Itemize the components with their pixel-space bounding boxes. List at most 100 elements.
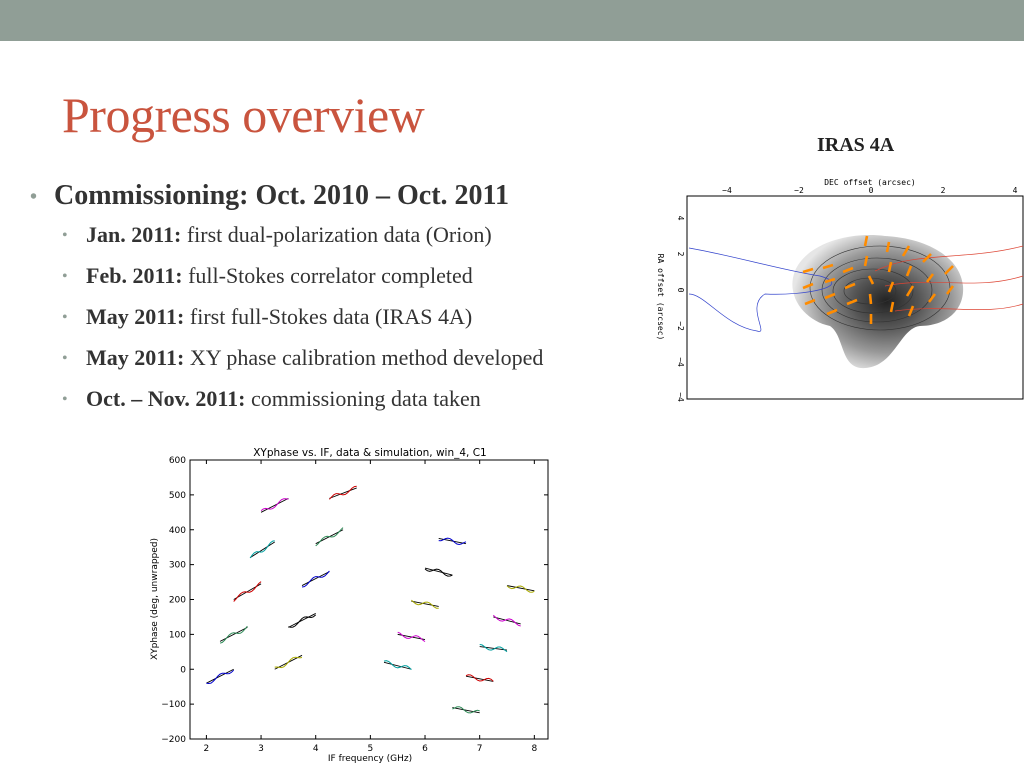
bullet-dot: •: [30, 186, 38, 208]
data-trace: [492, 614, 521, 627]
data-trace: [383, 660, 412, 670]
simulation-line: [493, 616, 521, 625]
map-xtick: 0: [869, 186, 874, 195]
bullet-dot: •: [62, 268, 68, 285]
blue-contour: [688, 247, 833, 332]
sub-bullet-text: full-Stokes correlator completed: [182, 263, 473, 288]
chart-xlabel: IF frequency (GHz): [328, 754, 412, 764]
data-trace: [411, 599, 439, 609]
sub-bullet-date: Feb. 2011:: [86, 263, 183, 288]
bullet-dot: •: [62, 350, 68, 367]
sub-bullet: • Oct. – Nov. 2011: commissioning data ta…: [62, 378, 670, 419]
polarization-vectors: [802, 235, 955, 324]
y-axis-ticks: −200 −100 0 100 200 300 400 500 600: [161, 456, 548, 745]
data-trace: [274, 656, 303, 669]
sub-bullet-text: first dual-polarization data (Orion): [181, 222, 492, 247]
map-xtick: 4: [1013, 186, 1018, 195]
map-ytick: −4: [676, 357, 685, 367]
bullet-list: • Commissioning: Oct. 2010 – Oct. 2011 •…: [30, 178, 670, 419]
map-xtick: −4: [722, 186, 732, 195]
x-tick-label: 3: [258, 744, 264, 754]
data-trace: [506, 585, 535, 593]
map-ytick: 2: [676, 252, 685, 257]
sub-bullet: • Feb. 2011: full-Stokes correlator compl…: [62, 255, 670, 296]
plot-frame: [189, 459, 549, 740]
map-xtick: 2: [941, 186, 946, 195]
sub-bullet-date: Jan. 2011:: [86, 222, 182, 247]
sub-bullet-date: May 2011:: [86, 345, 185, 370]
simulation-line: [329, 487, 357, 499]
data-trace: [288, 614, 317, 628]
sub-bullet-text: XY phase calibration method developed: [184, 345, 544, 370]
x-tick-label: 4: [313, 744, 319, 754]
x-tick-label: 2: [204, 744, 210, 754]
sub-bullet: • May 2011: XY phase calibration method d…: [62, 337, 670, 378]
map-ytick: 4: [676, 216, 685, 221]
y-tick-label: −200: [161, 735, 186, 745]
simulation-line: [260, 497, 289, 513]
simulation-line: [411, 600, 439, 607]
slide-title: Progress overview: [62, 87, 425, 143]
sub-bullet-text: first full-Stokes data (IRAS 4A): [184, 304, 473, 329]
y-tick-label: 200: [169, 596, 186, 606]
bullet-main: • Commissioning: Oct. 2010 – Oct. 2011: [30, 178, 670, 214]
polarization-map: DEC offset (arcsec) RA offset (arcsec) −…: [656, 178, 1024, 402]
data-segments: [206, 485, 535, 714]
y-tick-label: 400: [169, 526, 186, 536]
x-tick-label: 5: [367, 744, 373, 754]
simulation-line: [506, 585, 535, 592]
map-xlabel: DEC offset (arcsec): [824, 178, 916, 187]
sub-bullet-date: Oct. – Nov. 2011:: [86, 386, 246, 411]
simulation-line: [452, 707, 480, 714]
bullet-dot: •: [62, 227, 68, 244]
data-trace: [329, 485, 357, 500]
data-trace: [424, 568, 453, 577]
map-ytick: −4: [676, 392, 685, 402]
y-tick-label: 100: [169, 630, 186, 640]
data-trace: [260, 498, 289, 512]
chart-title: XYphase vs. IF, data & simulation, win_4…: [253, 447, 487, 459]
sub-bullet-text: commissioning data taken: [245, 386, 481, 411]
data-trace: [465, 674, 494, 682]
x-tick-label: 8: [531, 744, 537, 754]
map-ytick: −2: [676, 321, 685, 331]
map-ylabel: RA offset (arcsec): [656, 254, 665, 341]
data-trace: [438, 537, 467, 546]
y-tick-label: 500: [169, 491, 186, 501]
y-tick-label: 600: [169, 456, 186, 466]
map-caption: IRAS 4A: [817, 134, 895, 156]
simulation-line: [288, 613, 316, 628]
map-ytick: 0: [676, 288, 685, 293]
x-tick-label: 6: [422, 744, 428, 754]
simulation-line: [206, 668, 234, 684]
simulation-line: [424, 567, 453, 576]
sub-bullet: • Jan. 2011: first dual-polarization data…: [62, 214, 670, 255]
data-trace: [452, 706, 480, 714]
bullet-dot: •: [62, 391, 68, 408]
data-trace: [249, 540, 275, 559]
intensity-map: [792, 235, 964, 369]
sub-bullet: • May 2011: first full-Stokes data (IRAS …: [62, 296, 670, 337]
chart-ylabel: XYphase (deg, unwrapped): [150, 538, 160, 660]
bullet-main-text: Commissioning: Oct. 2010 – Oct. 2011: [54, 180, 509, 211]
y-tick-label: 0: [180, 665, 186, 675]
top-bar: [0, 0, 1024, 41]
simulation-line: [479, 646, 508, 651]
data-trace: [301, 570, 330, 588]
bullet-dot: •: [62, 309, 68, 326]
x-axis-ticks: 2 3 4 5 6 7 8: [204, 460, 537, 754]
simulation-line: [301, 571, 330, 586]
y-tick-label: −100: [161, 700, 186, 710]
simulation-line: [249, 541, 275, 559]
x-tick-label: 7: [477, 744, 483, 754]
xyphase-chart: XYphase vs. IF, data & simulation, win_4…: [150, 447, 549, 764]
simulation-line: [465, 675, 494, 682]
simulation-line: [383, 661, 412, 670]
data-trace: [479, 644, 508, 653]
data-trace: [315, 527, 344, 547]
simulation-line: [219, 626, 248, 642]
data-trace: [397, 631, 426, 643]
data-trace: [219, 625, 248, 644]
sub-bullet-date: May 2011:: [86, 304, 185, 329]
map-xtick: −2: [794, 186, 804, 195]
